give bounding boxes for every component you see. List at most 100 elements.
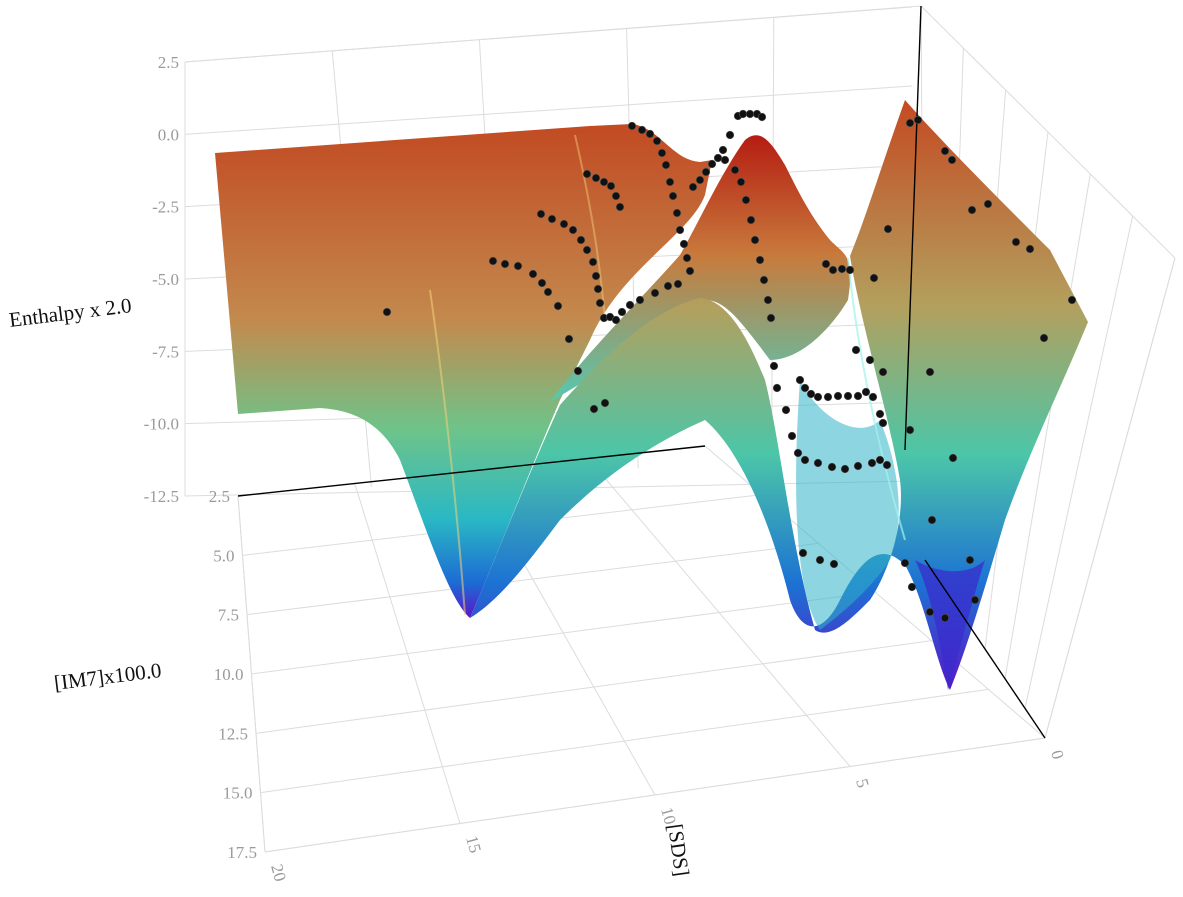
- scatter-point: [813, 392, 823, 402]
- sds-tick-label: 5: [852, 777, 873, 790]
- scatter-point: [907, 582, 917, 592]
- scatter-point: [573, 366, 583, 376]
- scatter-point: [913, 115, 923, 125]
- scatter-point: [940, 146, 950, 156]
- im7-tick-label: 7.5: [218, 606, 239, 625]
- scatter-point: [661, 160, 671, 170]
- scatter-point: [611, 191, 621, 201]
- scatter-point: [741, 195, 751, 205]
- scatter-point: [682, 253, 692, 263]
- scatter-point: [781, 405, 791, 415]
- scatter-point: [806, 389, 816, 399]
- scatter-point: [606, 181, 616, 191]
- sds-tick-label: 15: [462, 834, 485, 855]
- scatter-point: [798, 548, 808, 558]
- scatter-point: [599, 177, 609, 187]
- scatter-point: [795, 375, 805, 385]
- scatter-point: [813, 458, 823, 468]
- scatter-point: [925, 607, 935, 617]
- scatter-point: [843, 391, 853, 401]
- scatter-point: [925, 367, 935, 377]
- scatter-point: [679, 239, 689, 249]
- scatter-point: [828, 265, 838, 275]
- scatter-point: [730, 165, 740, 175]
- scatter-point: [927, 515, 937, 525]
- scatter-point: [793, 448, 803, 458]
- sds-axis-title: [SDS]: [663, 822, 694, 877]
- floor-gridline-sds: [587, 458, 851, 767]
- surface-ridge: [550, 135, 851, 402]
- scatter-point: [718, 145, 728, 155]
- scatter-point: [536, 209, 546, 219]
- scatter-point: [878, 367, 888, 377]
- sds-tick-label: 10: [657, 805, 680, 826]
- scatter-point: [865, 355, 875, 365]
- scatter-point: [845, 265, 855, 275]
- im7-axis-title: [IM7]x100.0: [53, 658, 163, 695]
- scatter-point: [637, 125, 647, 135]
- scatter-point: [965, 555, 975, 565]
- scatter-point: [853, 391, 863, 401]
- scatter-point: [625, 300, 635, 310]
- z-gridline: [184, 85, 913, 135]
- scatter-point: [611, 315, 621, 325]
- scatter-point: [725, 130, 735, 140]
- scatter-markers: [382, 109, 1077, 623]
- scatter-point: [853, 461, 863, 471]
- right-wall-gridline: [1024, 215, 1134, 709]
- scatter-point: [875, 455, 885, 465]
- scatter-point: [568, 225, 578, 235]
- right-wall-gridline: [1004, 173, 1091, 679]
- scatter-point: [875, 409, 885, 419]
- im7-tick-label: 2.5: [209, 487, 230, 506]
- surface-valley-highlight: [796, 380, 899, 630]
- scatter-point: [787, 431, 797, 441]
- sds-edge-line: [924, 559, 1046, 739]
- scatter-point: [672, 208, 682, 218]
- scatter-point: [757, 112, 767, 122]
- scatter-point: [707, 159, 717, 169]
- scatter-point: [840, 464, 850, 474]
- scatter-point: [1025, 244, 1035, 254]
- scatter-point: [635, 295, 645, 305]
- floor-front-edge: [264, 737, 1046, 853]
- scatter-point: [772, 383, 782, 393]
- surface-right-valleys: [470, 100, 1088, 690]
- scatter-point: [617, 307, 627, 317]
- floor-gridline-sds: [354, 483, 461, 824]
- scatter-point: [652, 136, 662, 146]
- floor-left-edge: [237, 495, 266, 853]
- floor-edge-line: [237, 445, 706, 497]
- sds-tick-labels: 0 5 10 15 20: [267, 748, 1068, 883]
- scatter-point: [582, 245, 592, 255]
- z-tick-label: -5.0: [152, 270, 179, 289]
- scatter-point: [500, 259, 510, 269]
- scatter-point: [513, 261, 523, 271]
- sds-tick-label: 20: [267, 862, 290, 883]
- scatter-point: [1067, 295, 1077, 305]
- scatter-point: [576, 235, 586, 245]
- surface-streak-3: [847, 257, 906, 541]
- scatter-point: [869, 273, 879, 283]
- scatter-point: [738, 109, 748, 119]
- z-tick-label: -10.0: [144, 415, 179, 434]
- scatter-point: [685, 266, 695, 276]
- scatter-point: [868, 392, 878, 402]
- scatter-point: [829, 559, 839, 569]
- scatter-point: [970, 595, 980, 605]
- scatter-point: [589, 404, 599, 414]
- scatter-point: [867, 458, 877, 468]
- scatter-point: [763, 295, 773, 305]
- im7-tick-label: 12.5: [218, 724, 248, 743]
- z-tick-label: 2.5: [158, 53, 179, 72]
- scatter-point: [615, 202, 625, 212]
- scatter-point: [650, 288, 660, 298]
- scatter-point: [900, 558, 910, 568]
- im7-tick-label: 10.0: [214, 665, 244, 684]
- scatter-point: [537, 278, 547, 288]
- scatter-point: [736, 177, 746, 187]
- z-tick-labels: 2.5 0.0 -2.5 -5.0 -7.5 -10.0 -12.5: [144, 53, 179, 506]
- scatter-point: [745, 109, 755, 119]
- scatter-point: [588, 257, 598, 267]
